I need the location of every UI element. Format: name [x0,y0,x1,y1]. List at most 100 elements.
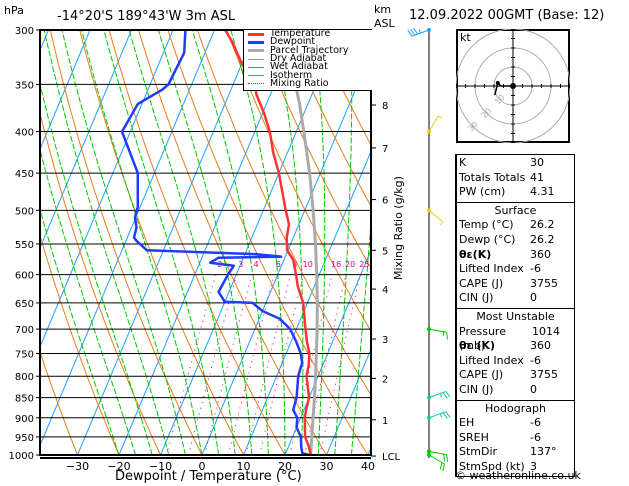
wind-barb-flag [442,392,448,399]
hodograph-storm-marker [510,83,516,89]
surface-title: Surface [494,203,537,217]
wind-barb [427,391,451,400]
index-label: Temp (°C) [459,218,514,232]
dry-adiabat-line [108,30,286,455]
index-label: CIN (J) [459,291,494,305]
dry-adiabat-line [580,30,629,455]
legend-swatch [248,32,264,36]
indices-panel: K 30 Totals Totals 41 PW (cm) 4.31 Surface … [455,154,575,478]
index-row: Lifted Index -6 [459,354,572,369]
index-row: θε(K) 360 [459,248,572,263]
wind-barb [427,327,448,340]
pressure-tick-label: 750 [15,349,34,360]
parcel-trajectory-line [290,73,319,455]
legend-label: Parcel Trajectory [270,44,349,56]
wind-barb-flag [410,28,416,36]
dewpoint-line [120,30,311,455]
index-value: 26.2 [530,232,555,246]
wind-barb [407,27,431,37]
index-label: θε (K) [459,339,496,353]
mixing-ratio-label: 20 [345,260,355,269]
index-value: 1014 [532,324,561,338]
dry-adiabat-line [226,30,371,333]
index-row: Temp (°C) 26.2 [459,218,572,233]
isotherm-line [40,30,215,447]
legend: Temperature Dewpoint Parcel Trajectory Dry … [243,29,372,91]
pressure-tick-label: 500 [15,206,34,217]
index-row: CIN (J) 0 [459,291,572,306]
pressure-tick-label: 950 [15,433,34,444]
wet-adiabat-line [61,30,186,455]
index-label: Pressure (mb) [459,324,506,353]
wind-barb-flag [445,391,451,398]
mixing-ratio-line [319,274,361,455]
wet-adiabat-line [157,30,253,455]
mixing-ratio-label: 3 [238,260,243,269]
dry-adiabat-line [285,30,371,208]
wet-adiabat-line [43,30,170,455]
mixing-ratio-line [165,274,217,455]
index-row: CIN (J) 0 [459,383,572,398]
mixing-ratio-axis-label: Mixing Ratio (g/kg) [392,176,405,280]
temperature-tick-label: 40 [361,460,375,473]
legend-item: Temperature [244,29,372,38]
height-unit-km: km [374,3,392,16]
surface-box: Surface Temp (°C) 26.2 Dewp (°C) 26.2 θε(K… [455,201,575,309]
wind-barb-flag [413,27,419,35]
pressure-tick-label: 1000 [9,451,34,462]
index-row: θε (K) 360 [459,339,572,354]
indices-top-box: K 30 Totals Totals 41 PW (cm) 4.31 [455,154,575,203]
mixing-ratio-label: 16 [331,260,341,269]
dry-adiabat-line [40,350,78,455]
index-value: 137° [530,445,557,459]
pressure-tick-label: 700 [15,325,34,336]
index-label: CAPE (J) [459,368,504,382]
height-tick-label: 3 [382,335,388,346]
index-value: 3 [530,459,537,473]
legend-item: Isotherm [244,70,372,80]
wind-barb-half-flag [439,221,444,226]
index-value: 4.31 [530,185,555,199]
wind-barb-flag [439,462,443,470]
wind-barb-flag [442,463,446,472]
index-value: -6 [530,353,541,367]
legend-swatch [248,49,264,53]
height-tick-label: 8 [382,101,388,112]
pressure-tick-label: 900 [15,414,34,425]
hodograph-indices-title: Hodograph [485,401,546,415]
dry-adiabat-line [49,30,203,455]
isotherm-line [243,150,371,455]
index-value: -6 [530,416,541,430]
legend-item: Dewpoint [244,36,372,48]
wind-barb [427,449,448,462]
index-value: 3755 [530,276,558,290]
mixing-ratio-label: 25 [359,260,369,269]
index-value: 26.2 [530,218,555,232]
location-title: -14°20'S 189°43'W 3m ASL [57,9,236,24]
wet-adiabat-line [40,81,153,455]
hodograph-unit-label: kt [460,31,471,44]
wind-barb-half-flag [437,115,442,119]
wind-barb [427,411,451,420]
index-value: 3755 [530,368,558,382]
index-row: EH -6 [459,416,572,431]
legend-swatch [248,66,264,68]
most-unstable-title: Most Unstable [476,309,555,323]
wind-barb-shaft [428,209,444,223]
wind-barb-half-flag [439,393,443,398]
most-unstable-box: Most Unstable Pressure (mb) 1014 θε (K) 36… [455,307,575,401]
pressure-tick-label: 600 [15,271,34,282]
index-value: 41 [530,170,544,184]
mixing-ratio-label: 4 [253,260,258,269]
wind-barb-shaft [428,115,439,132]
wind-barb-shaft [428,450,447,456]
index-label: StmDir [459,445,498,459]
index-row: Totals Totals 41 [459,171,572,186]
wind-barb-half-flag [439,413,443,418]
legend-label: Wet Adiabat [270,61,328,73]
legend-item: Dry Adiabat [244,54,372,63]
index-row: StmSpd (kt) 3 [459,460,572,475]
index-label: CIN (J) [459,382,494,396]
legend-label: Dewpoint [270,36,316,48]
copyright-footer[interactable]: © weatheronline.co.uk [455,469,581,482]
